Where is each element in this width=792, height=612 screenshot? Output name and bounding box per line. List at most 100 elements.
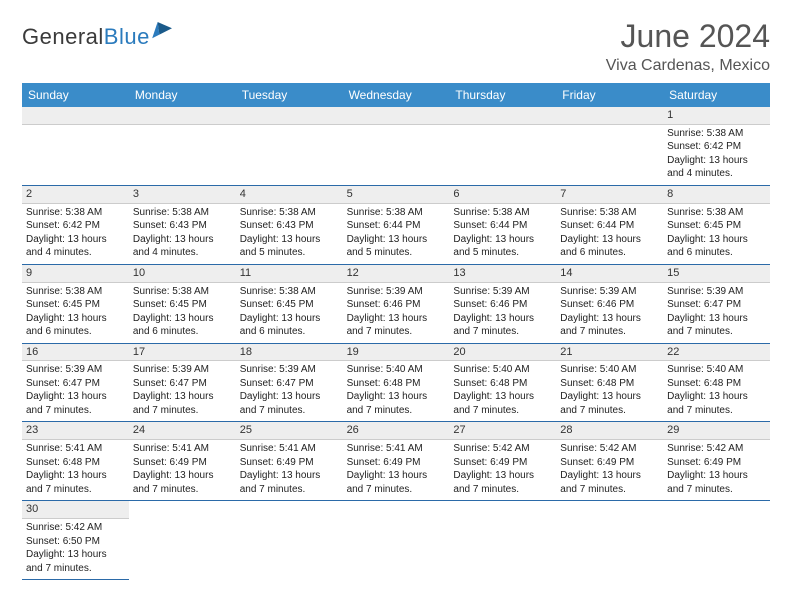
calendar-cell: 4Sunrise: 5:38 AMSunset: 6:43 PMDaylight… (236, 186, 343, 265)
sunrise-text: Sunrise: 5:38 AM (667, 127, 766, 141)
daylight-text-1: Daylight: 13 hours (453, 390, 552, 404)
day-number: 24 (129, 422, 236, 440)
daylight-text-2: and 7 minutes. (667, 404, 766, 418)
calendar-cell: 11 Sunrise: 5:38 AMSunset: 6:45 PMDayligh… (236, 265, 343, 344)
sunset-text: Sunset: 6:48 PM (667, 377, 766, 391)
page-title: June 2024 (606, 18, 770, 55)
sunset-text: Sunset: 6:49 PM (133, 456, 232, 470)
week-row: 30Sunrise: 5:42 AMSunset: 6:50 PMDayligh… (22, 501, 770, 580)
day-number: 26 (343, 422, 450, 440)
day-number: 16 (22, 344, 129, 362)
daylight-text-1: Daylight: 13 hours (133, 312, 232, 326)
sunrise-text: Sunrise: 5:39 AM (240, 363, 339, 377)
daylight-text-2: and 4 minutes. (667, 167, 766, 181)
sunset-text: Sunset: 6:48 PM (26, 456, 125, 470)
daylight-text-2: and 7 minutes. (26, 404, 125, 418)
calendar-cell (343, 107, 450, 186)
sunrise-text: Sunrise: 5:41 AM (240, 442, 339, 456)
day-number: 11 (236, 265, 343, 283)
daylight-text-2: and 7 minutes. (347, 483, 446, 497)
sunrise-text: Sunrise: 5:38 AM (26, 285, 125, 299)
daylight-text-1: Daylight: 13 hours (560, 469, 659, 483)
daylight-text-2: and 7 minutes. (26, 562, 125, 576)
sunset-text: Sunset: 6:48 PM (453, 377, 552, 391)
day-number (449, 107, 556, 125)
sunset-text: Sunset: 6:44 PM (560, 219, 659, 233)
calendar-cell: 15Sunrise: 5:39 AMSunset: 6:47 PMDayligh… (663, 265, 770, 344)
day-number: 8 (663, 186, 770, 204)
sunrise-text: Sunrise: 5:39 AM (347, 285, 446, 299)
sunset-text: Sunset: 6:46 PM (347, 298, 446, 312)
logo-text-blue: Blue (104, 24, 150, 49)
sunset-text: Sunset: 6:47 PM (26, 377, 125, 391)
day-number: 22 (663, 344, 770, 362)
day-number: 13 (449, 265, 556, 283)
day-number: 28 (556, 422, 663, 440)
day-number: 30 (22, 501, 129, 519)
daylight-text-2: and 7 minutes. (453, 325, 552, 339)
daylight-text-2: and 7 minutes. (667, 325, 766, 339)
day-header: Sunday (22, 83, 129, 107)
logo-text: GeneralBlue (22, 24, 150, 50)
sunset-text: Sunset: 6:45 PM (240, 298, 339, 312)
day-number: 27 (449, 422, 556, 440)
calendar-cell: 18Sunrise: 5:39 AMSunset: 6:47 PMDayligh… (236, 344, 343, 423)
day-number: 21 (556, 344, 663, 362)
calendar-cell: 1Sunrise: 5:38 AMSunset: 6:42 PMDaylight… (663, 107, 770, 186)
day-number (22, 107, 129, 125)
sunset-text: Sunset: 6:47 PM (667, 298, 766, 312)
sunrise-text: Sunrise: 5:38 AM (240, 285, 339, 299)
weeks-container: 1Sunrise: 5:38 AMSunset: 6:42 PMDaylight… (22, 107, 770, 580)
calendar-cell (449, 107, 556, 186)
day-number: 9 (22, 265, 129, 283)
sunrise-text: Sunrise: 5:42 AM (667, 442, 766, 456)
daylight-text-1: Daylight: 13 hours (453, 233, 552, 247)
daylight-text-1: Daylight: 13 hours (453, 469, 552, 483)
header: GeneralBlue June 2024 Viva Cardenas, Mex… (22, 18, 770, 75)
daylight-text-2: and 7 minutes. (560, 325, 659, 339)
sunrise-text: Sunrise: 5:38 AM (133, 285, 232, 299)
calendar-cell: 5Sunrise: 5:38 AMSunset: 6:44 PMDaylight… (343, 186, 450, 265)
daylight-text-1: Daylight: 13 hours (240, 312, 339, 326)
daylight-text-2: and 7 minutes. (347, 325, 446, 339)
daylight-text-1: Daylight: 13 hours (560, 390, 659, 404)
daylight-text-1: Daylight: 13 hours (240, 390, 339, 404)
daylight-text-1: Daylight: 13 hours (240, 469, 339, 483)
sunset-text: Sunset: 6:45 PM (26, 298, 125, 312)
day-header: Friday (556, 83, 663, 107)
daylight-text-2: and 5 minutes. (347, 246, 446, 260)
calendar-cell: 28Sunrise: 5:42 AMSunset: 6:49 PMDayligh… (556, 422, 663, 501)
day-number: 17 (129, 344, 236, 362)
sunrise-text: Sunrise: 5:38 AM (133, 206, 232, 220)
daylight-text-1: Daylight: 13 hours (26, 312, 125, 326)
daylight-text-1: Daylight: 13 hours (667, 312, 766, 326)
day-header: Saturday (663, 83, 770, 107)
calendar-cell (236, 501, 343, 580)
day-number: 2 (22, 186, 129, 204)
daylight-text-2: and 5 minutes. (453, 246, 552, 260)
daylight-text-2: and 6 minutes. (26, 325, 125, 339)
location-text: Viva Cardenas, Mexico (606, 57, 770, 75)
day-number (236, 107, 343, 125)
daylight-text-1: Daylight: 13 hours (347, 469, 446, 483)
sunset-text: Sunset: 6:44 PM (347, 219, 446, 233)
sunset-text: Sunset: 6:49 PM (453, 456, 552, 470)
daylight-text-2: and 6 minutes. (133, 325, 232, 339)
sunrise-text: Sunrise: 5:40 AM (560, 363, 659, 377)
day-number: 18 (236, 344, 343, 362)
day-number: 3 (129, 186, 236, 204)
sunset-text: Sunset: 6:49 PM (560, 456, 659, 470)
calendar-cell (129, 501, 236, 580)
daylight-text-2: and 6 minutes. (560, 246, 659, 260)
daylight-text-2: and 7 minutes. (133, 483, 232, 497)
calendar-cell: 8Sunrise: 5:38 AMSunset: 6:45 PMDaylight… (663, 186, 770, 265)
daylight-text-1: Daylight: 13 hours (133, 390, 232, 404)
daylight-text-2: and 7 minutes. (347, 404, 446, 418)
calendar-cell (236, 107, 343, 186)
daylight-text-2: and 7 minutes. (667, 483, 766, 497)
sunset-text: Sunset: 6:46 PM (453, 298, 552, 312)
calendar-cell: 19Sunrise: 5:40 AMSunset: 6:48 PMDayligh… (343, 344, 450, 423)
daylight-text-2: and 4 minutes. (133, 246, 232, 260)
flag-icon (152, 22, 174, 40)
calendar-page: GeneralBlue June 2024 Viva Cardenas, Mex… (0, 0, 792, 590)
